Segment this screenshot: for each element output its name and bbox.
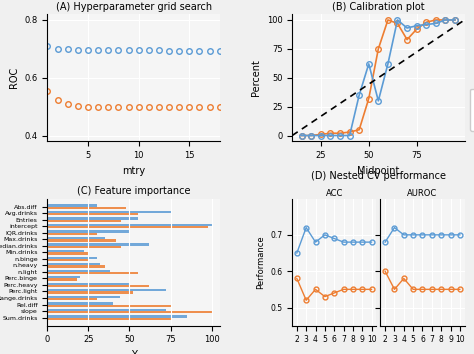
Title: (D) Nested CV performance: (D) Nested CV performance (311, 171, 446, 181)
Bar (47, 219, 121, 222)
Bar (47, 302, 113, 304)
Y-axis label: Percent: Percent (251, 59, 261, 96)
Bar (47, 257, 97, 259)
Bar (47, 246, 121, 248)
X-axis label: mtry: mtry (122, 166, 145, 176)
Title: AUROC: AUROC (407, 189, 438, 198)
X-axis label: Midpoint: Midpoint (357, 166, 400, 176)
Bar (47, 311, 211, 313)
Bar (47, 250, 83, 252)
Bar (47, 298, 97, 300)
Y-axis label: Performance: Performance (256, 235, 265, 289)
Bar (47, 283, 129, 285)
Title: ACC: ACC (326, 189, 343, 198)
Bar (47, 233, 97, 235)
Bar (47, 237, 105, 239)
Bar (47, 217, 137, 219)
Bar (47, 211, 171, 213)
Bar (47, 224, 211, 226)
Bar (47, 291, 133, 294)
Y-axis label: ROC: ROC (9, 67, 19, 88)
Bar (47, 309, 165, 311)
X-axis label: Y: Y (131, 350, 137, 354)
Bar (47, 285, 149, 287)
Legend: AUDIT, TLFB: AUDIT, TLFB (470, 89, 474, 131)
Bar (47, 207, 126, 209)
Bar (47, 296, 119, 298)
Bar (47, 230, 129, 233)
Bar (47, 266, 105, 268)
Bar (47, 289, 165, 291)
Bar (47, 259, 89, 261)
Bar (47, 272, 137, 274)
Bar (47, 279, 77, 281)
Bar (47, 304, 171, 307)
Bar (47, 252, 89, 255)
Bar (47, 226, 208, 228)
Bar (47, 315, 187, 318)
Bar (47, 318, 171, 320)
Bar (47, 263, 100, 266)
Title: (B) Calibration plot: (B) Calibration plot (332, 2, 425, 12)
Bar (47, 213, 137, 216)
Title: (A) Hyperparameter grid search: (A) Hyperparameter grid search (55, 2, 212, 12)
Bar (47, 270, 110, 272)
Bar (47, 239, 116, 241)
Bar (47, 204, 97, 207)
Bar (47, 276, 80, 279)
Title: (C) Feature importance: (C) Feature importance (77, 186, 191, 196)
Bar (47, 244, 149, 246)
